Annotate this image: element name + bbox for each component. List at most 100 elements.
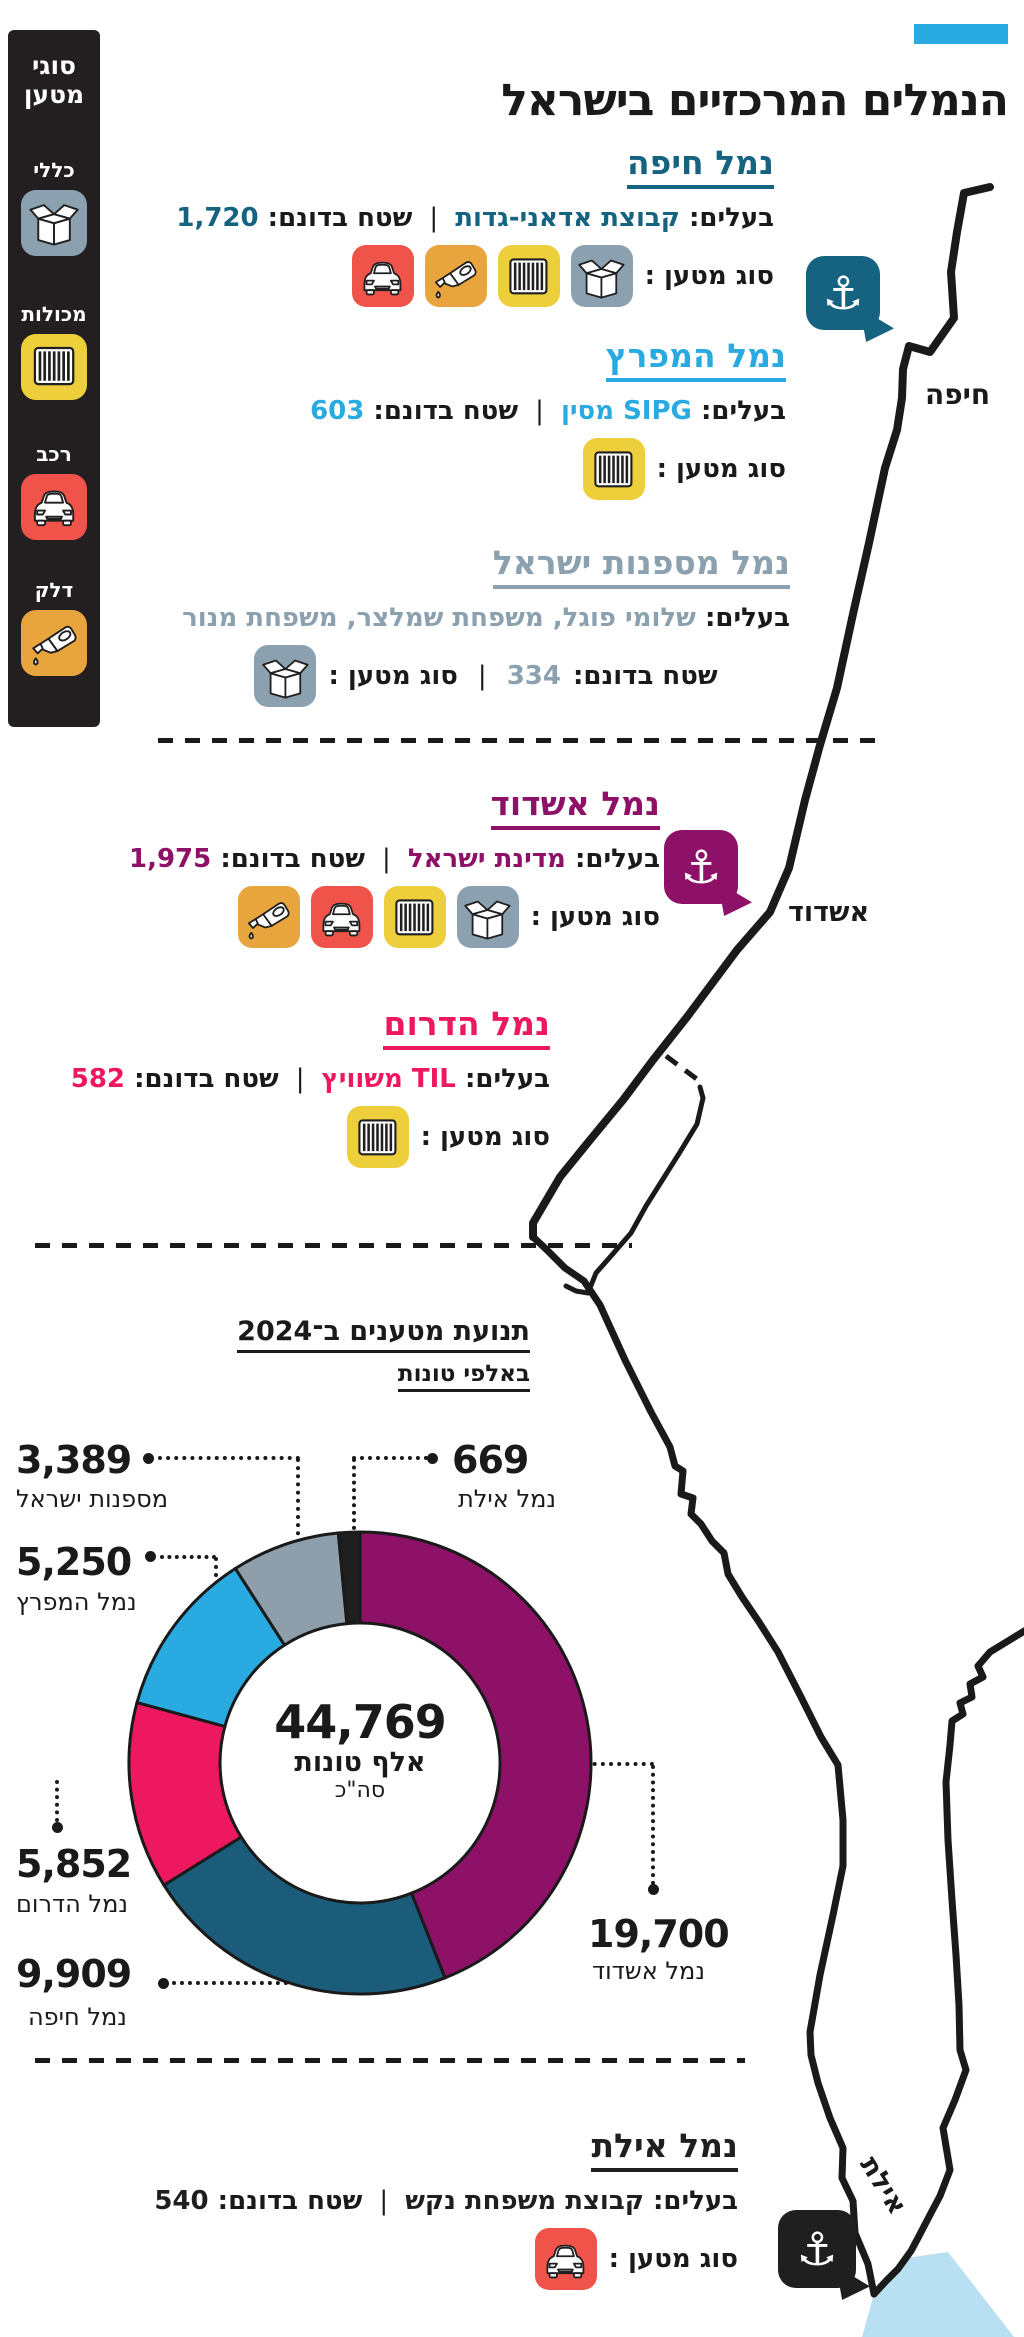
- jordan-border: [870, 1627, 1024, 2298]
- separator-1: [158, 738, 885, 743]
- callout-name-shipyards: מספנות ישראל: [16, 1485, 169, 1513]
- callout-name-eilat: נמל אילת: [458, 1485, 557, 1513]
- legend-fuel-icon: [21, 602, 87, 676]
- cargo-row-ashdod: סוג מטען :: [169, 886, 660, 949]
- port-title-haifa: נמל חיפה: [626, 144, 774, 190]
- box-icon: [570, 245, 633, 308]
- separator-3: [35, 2058, 745, 2063]
- port-meta-darom: בעלים: TIL משוויץ | שטח בדונם: 582: [70, 1064, 550, 1095]
- gaza-border-dashed: [664, 1054, 700, 1082]
- cargo-row-darom: סוג מטען :: [71, 1106, 550, 1169]
- container-icon: [383, 886, 446, 949]
- callout-value-mifratz: 5,250: [16, 1540, 132, 1584]
- leader-line: [55, 1780, 59, 1822]
- total-unit: אלף טונות: [294, 1746, 426, 1778]
- leader-line: [352, 1456, 428, 1460]
- port-title-ashdod: נמל אשדוד: [490, 785, 660, 831]
- port-section-ashdod: נמל אשדוד בעלים: מדינת ישראל | שטח בדונם…: [129, 785, 660, 949]
- accent-bar: [914, 24, 1008, 44]
- leader-line: [296, 1458, 300, 1568]
- callout-value-darom: 5,852: [16, 1842, 132, 1886]
- leader-line: [352, 1458, 356, 1530]
- coastline: [529, 183, 994, 1241]
- legend-box-icon: [21, 182, 87, 256]
- callout-value-shipyards: 3,389: [16, 1438, 132, 1482]
- callout-name-darom: נמל הדרום: [16, 1890, 128, 1918]
- donut-segment-6: [336, 1530, 362, 1626]
- city-label-ashdod: אשדוד: [788, 897, 870, 928]
- container-icon: [21, 333, 87, 400]
- container-icon: [346, 1106, 409, 1169]
- car-icon: [351, 245, 414, 308]
- legend-title: סוגי מטען: [23, 51, 85, 109]
- leader-line: [560, 1762, 654, 1766]
- port-meta-shipyards: בעלים: שלומי פוגל, משפחת שמלצר, משפחת מנ…: [182, 603, 790, 634]
- donut-segment-1: [358, 1530, 593, 1980]
- car-icon: [534, 2228, 597, 2291]
- callout-value-haifa: 9,909: [16, 1952, 132, 1996]
- car-icon: [310, 886, 373, 949]
- anchor-marker-ashdod: ⚓: [664, 830, 752, 916]
- leader-dot: [427, 1453, 438, 1464]
- anchor-icon: ⚓: [680, 840, 722, 894]
- port-meta-mifratz: בעלים: SIPG מסין | שטח בדונם: 603: [310, 396, 786, 427]
- chart-title: תנועת מטענים ב־2024: [237, 1316, 530, 1353]
- port-section-haifa: נמל חיפה בעלים: קבוצת אדאני-גדות | שטח ב…: [176, 144, 774, 308]
- leader-dot: [648, 1884, 659, 1895]
- port-title-eilat: נמל אילת: [591, 2127, 738, 2173]
- port-title-darom: נמל הדרום: [383, 1005, 550, 1051]
- total-value: 44,769: [274, 1695, 447, 1749]
- legend-label-containers: מכולות: [21, 301, 87, 326]
- port-meta-eilat: בעלים: קבוצת משפחת נקש | שטח בדונם: 540: [154, 2186, 738, 2217]
- donut-chart: [127, 1530, 593, 1996]
- legend-label-general: כללי: [33, 157, 75, 182]
- leader-dot: [145, 1551, 156, 1562]
- leader-dot: [143, 1453, 154, 1464]
- total-note: סה"כ: [334, 1778, 386, 1804]
- port-meta-haifa: בעלים: קבוצת אדאני-גדות | שטח בדונם: 1,7…: [176, 203, 774, 234]
- leader-dot: [158, 1978, 169, 1989]
- anchor-marker-haifa: ⚓: [806, 256, 894, 342]
- cargo-row-eilat: סוג מטען :: [154, 2228, 738, 2291]
- donut-center-label: 44,769 אלף טונות סה"כ: [240, 1697, 480, 1803]
- cargo-row-mifratz: סוג מטען :: [340, 438, 786, 501]
- port-section-eilat: נמל אילת בעלים: קבוצת משפחת נקש | שטח בד…: [154, 2127, 738, 2291]
- port-meta-ashdod: בעלים: מדינת ישראל | שטח בדונם: 1,975: [129, 844, 660, 875]
- port-section-darom: נמל הדרום בעלים: TIL משוויץ | שטח בדונם:…: [70, 1005, 550, 1169]
- port-section-shipyards: נמל מספנות ישראל בעלים: שלומי פוגל, משפח…: [182, 544, 790, 708]
- leader-line: [158, 1456, 300, 1460]
- cargo-legend: סוגי מטען כללי מכולות רכב דלק: [8, 30, 100, 727]
- leader-line: [172, 1981, 288, 1985]
- car-icon: [21, 473, 87, 540]
- fuel-icon: [21, 609, 87, 676]
- anchor-icon: ⚓: [822, 266, 864, 320]
- chart-subtitle: באלפי טונות: [397, 1361, 530, 1392]
- anchor-icon: ⚓: [796, 2222, 838, 2276]
- red-sea-water: [862, 2252, 1014, 2337]
- legend-label-fuel: דלק: [34, 577, 74, 602]
- container-icon: [582, 438, 645, 501]
- callout-name-mifratz: נמל המפרץ: [16, 1588, 137, 1616]
- separator-2: [35, 1243, 632, 1248]
- cargo-row-haifa: סוג מטען :: [176, 245, 774, 308]
- city-label-haifa: חיפה: [925, 378, 991, 411]
- page-title: הנמלים המרכזיים בישראל: [501, 75, 1009, 127]
- legend-container-icon: [21, 326, 87, 400]
- gaza-border: [563, 1084, 706, 1296]
- leader-line: [651, 1765, 655, 1885]
- box-icon: [254, 645, 317, 708]
- leader-dot: [52, 1822, 63, 1833]
- fuel-icon: [237, 886, 300, 949]
- port-section-mifratz: נמל המפרץ בעלים: SIPG מסין | שטח בדונם: …: [310, 337, 786, 501]
- callout-value-ashdod: 19,700: [588, 1912, 730, 1956]
- port-title-shipyards: נמל מספנות ישראל: [492, 544, 790, 590]
- donut-segment-2: [161, 1834, 447, 1996]
- leader-line: [160, 1555, 216, 1559]
- box-icon: [456, 886, 519, 949]
- egypt-border: [529, 1233, 878, 2298]
- callout-name-ashdod: נמל אשדוד: [592, 1957, 705, 1985]
- container-icon: [497, 245, 560, 308]
- box-icon: [21, 189, 87, 256]
